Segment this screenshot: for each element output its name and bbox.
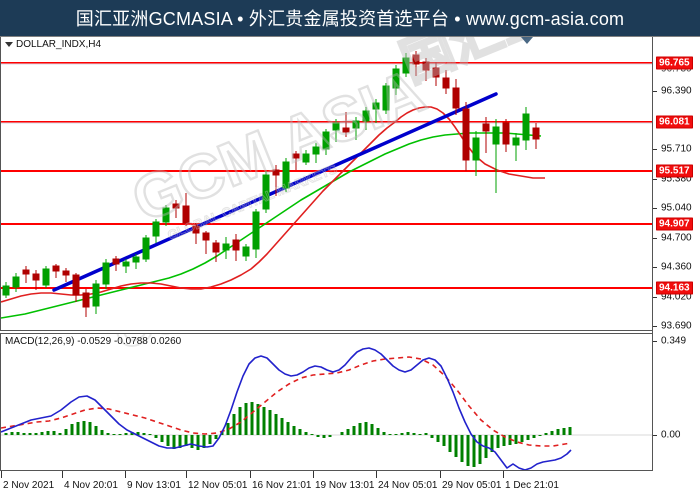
time-label-3: 12 Nov 05:01 [188,480,248,491]
tick-dash [653,91,657,92]
level-lines [1,62,652,289]
tick-dash [653,267,657,268]
price-tick-0: 96.390 [661,85,692,97]
price-scale[interactable]: 96.730 96.390 95.710 95.380 95.040 94.70… [652,37,700,484]
time-label-6: 24 Nov 05:01 [378,480,438,491]
symbol-label[interactable]: DOLLAR_INDX,H4 [5,39,101,50]
price-level-tag-4[interactable]: 94.163 [656,281,693,295]
chevron-down-icon[interactable] [5,41,13,47]
time-label-7: 29 Nov 05:01 [442,480,502,491]
macd-indicator-label: MACD(12,26,9) -0.0529 -0.0788 0.0260 [5,336,182,347]
time-label-0: 2 Nov 2021 [3,480,55,491]
price-tick-5: 94.360 [661,261,692,273]
promo-banner: 国汇亚洲GCMASIA • 外汇贵金属投资首选平台 • www.gcm-asia… [0,0,700,36]
tick-dash [653,208,657,209]
price-tick-1: 95.710 [661,143,692,155]
time-tick [186,471,187,478]
time-tick [1,471,2,478]
tick-dash [653,238,657,239]
tick-dash [653,435,657,436]
candlestick-series [2,51,540,317]
chevron-down-marker-icon [521,37,533,44]
chart-frame: GCM ASIA 国汇亚洲 GLOBAL CAPITAL MARKETS DOL… [0,36,700,501]
macd-tick-1: 0.00 [661,429,681,441]
tick-dash [653,179,657,180]
time-tick [62,471,63,478]
price-plot: GCM ASIA 国汇亚洲 GLOBAL CAPITAL MARKETS [1,37,652,319]
time-label-5: 19 Nov 13:01 [315,480,375,491]
tick-dash [653,149,657,150]
price-level-tag-1[interactable]: 96.081 [656,115,693,129]
tick-dash [653,341,657,342]
symbol-text: DOLLAR_INDX,H4 [16,39,102,50]
macd-histogram [4,402,572,467]
macd-signal-line [1,356,572,447]
time-label-8: 1 Dec 21:01 [505,480,559,491]
price-level-tag-0[interactable]: 96.765 [656,56,693,70]
macd-pane[interactable]: GCM GLOBAL CAPITAL MARKETS MACD(12,26,9)… [0,333,652,471]
price-tick-6: 94.020 [661,291,692,303]
price-tick-7: 93.690 [661,320,692,332]
tick-dash [653,297,657,298]
macd-tick-0: 0.349 [661,335,687,347]
ma-slow-line [1,132,542,319]
time-tick [250,471,251,478]
price-tick-4: 94.700 [661,232,692,244]
time-tick [125,471,126,478]
price-level-tag-2[interactable]: 95.517 [656,164,693,178]
banner-text: 国汇亚洲GCMASIA • 外汇贵金属投资首选平台 • www.gcm-asia… [75,9,625,29]
time-label-2: 9 Nov 13:01 [127,480,181,491]
macd-main-line [1,347,572,470]
time-tick [440,471,441,478]
time-axis[interactable]: 2 Nov 2021 4 Nov 20:01 9 Nov 13:01 12 No… [0,471,700,501]
time-tick [503,471,504,478]
price-tick-3: 95.040 [661,202,692,214]
time-tick [313,471,314,478]
macd-plot: GCM GLOBAL CAPITAL MARKETS [1,334,652,470]
time-label-4: 16 Nov 21:01 [252,480,312,491]
svg-text:国汇亚洲: 国汇亚洲 [393,37,608,94]
price-pane[interactable]: GCM ASIA 国汇亚洲 GLOBAL CAPITAL MARKETS DOL… [0,37,652,331]
price-level-tag-3[interactable]: 94.907 [656,217,693,231]
time-tick [376,471,377,478]
svg-text:GCM ASIA: GCM ASIA [123,56,434,235]
trendline[interactable] [52,92,498,292]
time-label-1: 4 Nov 20:01 [64,480,118,491]
tick-dash [653,326,657,327]
price-tick-2: 95.380 [661,173,692,185]
watermark: GCM ASIA 国汇亚洲 GLOBAL CAPITAL MARKETS [122,37,610,243]
